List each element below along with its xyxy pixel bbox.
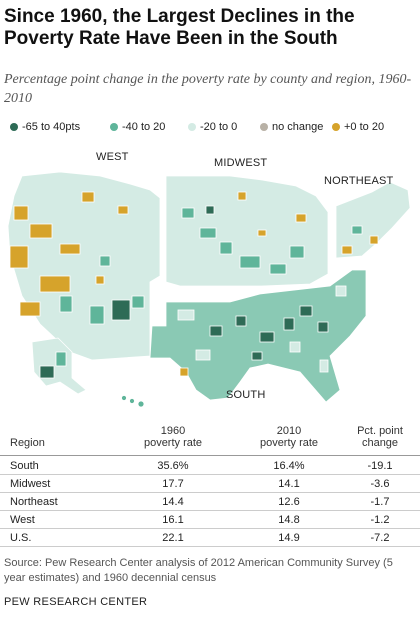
south-increase-patch <box>179 367 189 377</box>
cell-region: South <box>10 460 39 472</box>
legend-swatch-mid <box>110 123 118 131</box>
header-1960-label: poverty rate <box>143 437 203 449</box>
legend-swatch-nochange <box>260 123 268 131</box>
legend-label-nochange: no change <box>272 121 324 133</box>
cell-rate2010: 12.6 <box>278 496 300 508</box>
org-credit: PEW RESEARCH CENTER <box>4 596 148 608</box>
us-county-map: WEST MIDWEST <box>7 151 411 408</box>
region-west: WEST <box>7 151 161 361</box>
cell-rate1960: 22.1 <box>162 532 184 544</box>
cell-rate1960: 17.7 <box>162 478 184 490</box>
legend: -65 to 40pts -40 to 20 -20 to 0 no chang… <box>10 120 410 134</box>
table-row: U.S. 22.1 14.9 -7.2 <box>0 529 420 547</box>
table-row: South 35.6% 16.4% -19.1 <box>0 457 420 475</box>
legend-swatch-dark <box>10 123 18 131</box>
alaska <box>31 337 87 395</box>
northeast-patches <box>341 225 379 255</box>
chart-subtitle: Percentage point change in the poverty r… <box>4 72 412 106</box>
cell-change: -1.2 <box>370 514 390 526</box>
legend-swatch-light <box>188 123 196 131</box>
cell-change: -1.7 <box>370 496 390 508</box>
region-label-midwest: MIDWEST <box>214 157 267 169</box>
table-header: Region 1960 poverty rate 2010 poverty ra… <box>0 420 420 456</box>
region-label-west: WEST <box>96 151 129 163</box>
legend-label-dark: -65 to 40pts <box>22 121 81 133</box>
cell-change: -3.6 <box>370 478 390 490</box>
header-2010-label: poverty rate <box>259 437 319 449</box>
cell-region: Northeast <box>10 496 58 508</box>
south-dark-patches <box>209 305 329 361</box>
cell-rate2010: 14.1 <box>278 478 300 490</box>
header-region: Region <box>10 437 45 449</box>
chart-title: Since 1960, the Largest Declines in the … <box>4 6 355 49</box>
header-2010-year: 2010 <box>276 425 302 437</box>
legend-label-mid: -40 to 20 <box>122 121 166 133</box>
region-south: SOUTH <box>149 269 367 403</box>
header-1960-year: 1960 <box>160 425 186 437</box>
cell-region: West <box>10 514 35 526</box>
cell-rate2010: 16.4% <box>273 460 305 472</box>
region-label-south: SOUTH <box>226 389 266 401</box>
region-south-shape <box>149 269 367 403</box>
alaska-mid-patch <box>55 351 67 367</box>
south-light-patches <box>177 285 347 373</box>
cell-rate2010: 14.8 <box>278 514 300 526</box>
legend-swatch-increase <box>332 123 340 131</box>
cell-rate1960: 16.1 <box>162 514 184 526</box>
west-increase-patches <box>9 191 129 317</box>
table-row: Midwest 17.7 14.1 -3.6 <box>0 475 420 493</box>
midwest-decline-patches <box>181 205 305 275</box>
cell-rate1960: 35.6% <box>157 460 189 472</box>
cell-rate1960: 14.4 <box>162 496 184 508</box>
legend-label-increase: +0 to 20 <box>344 121 385 133</box>
region-northeast-shape <box>335 181 411 259</box>
hawaii <box>121 395 145 408</box>
region-northeast: NORTHEAST <box>324 175 411 259</box>
table-row: West 16.1 14.8 -1.2 <box>0 511 420 529</box>
header-change-line2: change <box>361 437 399 449</box>
legend-label-light: -20 to 0 <box>200 121 238 133</box>
alaska-dark-patch <box>39 365 55 379</box>
cell-change: -7.2 <box>370 532 390 544</box>
region-label-northeast: NORTHEAST <box>324 175 394 187</box>
source-note: Source: Pew Research Center analysis of … <box>4 557 393 584</box>
header-change-line1: Pct. point <box>357 425 403 437</box>
cell-rate2010: 14.9 <box>278 532 300 544</box>
region-midwest-shape <box>165 175 329 287</box>
midwest-increase-patches <box>237 191 307 237</box>
region-midwest: MIDWEST <box>165 157 329 287</box>
cell-change: -19.1 <box>367 460 393 472</box>
cell-region: U.S. <box>10 532 32 544</box>
cell-region: Midwest <box>10 478 51 490</box>
west-decline-patches <box>59 255 145 325</box>
table-row: Northeast 14.4 12.6 -1.7 <box>0 493 420 511</box>
